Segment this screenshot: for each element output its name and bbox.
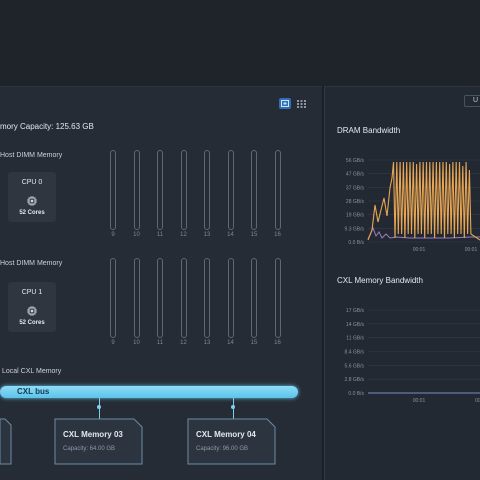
cpu-label: CPU 1 bbox=[21, 289, 43, 296]
cpu-icon bbox=[27, 193, 37, 211]
dimm-slot[interactable] bbox=[227, 150, 234, 230]
cxl-section-title: Local CXL Memory bbox=[2, 368, 62, 375]
cxl-device-card-partial[interactable] bbox=[0, 418, 12, 466]
dimm-slot-number: 11 bbox=[156, 232, 164, 238]
cxl-device-name: CXL Memory 03 bbox=[63, 430, 123, 439]
cxl-connector bbox=[99, 398, 100, 420]
y-tick-label: 14 GB/s bbox=[346, 322, 365, 328]
dimm-slot[interactable] bbox=[110, 258, 116, 338]
cpu-cores: 52 Cores bbox=[19, 320, 45, 326]
dram-bandwidth-title: DRAM Bandwidth bbox=[337, 126, 401, 135]
x-tick-label: 00:0 bbox=[475, 398, 480, 404]
x-tick-label: 00:01 bbox=[413, 398, 426, 404]
y-tick-label: 8.4 GB/s bbox=[345, 350, 365, 356]
dimm-slot[interactable] bbox=[204, 150, 210, 230]
dimm-slot[interactable] bbox=[110, 150, 116, 230]
x-tick-label: 00:01 bbox=[413, 247, 426, 253]
dimm-slot[interactable] bbox=[133, 258, 140, 338]
memory-capacity-label: mory Capacity: 125.63 GB bbox=[0, 122, 94, 131]
top-bar bbox=[0, 0, 480, 86]
cxl-bus-label: CXL bus bbox=[17, 387, 50, 396]
y-tick-label: 56 GB/s bbox=[346, 158, 365, 164]
cpu-cores: 52 Cores bbox=[19, 210, 45, 216]
cxl-device-name: CXL Memory 04 bbox=[196, 430, 256, 439]
dimm-slot[interactable] bbox=[251, 258, 257, 338]
cxl-device-capacity: Capacity: 64.00 GB bbox=[63, 446, 116, 452]
y-tick-label: 2.8 GB/s bbox=[345, 377, 365, 383]
y-tick-label: 17 GB/s bbox=[346, 308, 365, 314]
dimm-slot-number: 11 bbox=[156, 340, 164, 346]
dimm-slot[interactable] bbox=[180, 150, 187, 230]
cpu-icon bbox=[27, 303, 37, 321]
dimm-slot-number: 13 bbox=[203, 340, 211, 346]
cxl-connector bbox=[233, 398, 234, 420]
cxl-bandwidth-chart: 17 GB/s 14 GB/s 11 GB/s 8.4 GB/s 5.6 GB/s 2.8… bbox=[345, 308, 480, 404]
cpu-card[interactable]: CPU 1 52 Cores bbox=[8, 282, 56, 332]
dimm-slot-number: 13 bbox=[203, 232, 211, 238]
dimm-slot[interactable] bbox=[180, 258, 187, 338]
x-tick-label: 00:01 bbox=[465, 247, 478, 253]
dimm-slot-number: 16 bbox=[274, 340, 281, 346]
dram-series-secondary bbox=[367, 226, 480, 240]
grid-view-icon[interactable] bbox=[295, 98, 307, 109]
panel-action-label: U bbox=[473, 97, 479, 104]
dimm-slot-number: 10 bbox=[133, 232, 140, 238]
dimm-slot[interactable] bbox=[157, 150, 163, 230]
panel-divider bbox=[322, 86, 324, 479]
y-tick-label: 28 GB/s bbox=[346, 199, 365, 205]
y-tick-label: 11 GB/s bbox=[346, 336, 364, 342]
cxl-connector-dot bbox=[231, 405, 235, 409]
dimm-slot-number: 15 bbox=[250, 340, 258, 346]
chip-view-icon[interactable] bbox=[279, 98, 291, 109]
dimm-slot[interactable] bbox=[251, 150, 257, 230]
cxl-bus bbox=[0, 386, 298, 398]
dram-series-primary bbox=[367, 161, 480, 241]
cpu-card[interactable]: CPU 0 52 Cores bbox=[8, 172, 56, 222]
dimm-slot-number: 16 bbox=[274, 232, 281, 238]
y-tick-label: 0.0 B/s bbox=[348, 391, 364, 397]
cxl-connector-dot bbox=[97, 405, 101, 409]
y-tick-label: 5.6 GB/s bbox=[345, 363, 365, 369]
panel-action-button[interactable]: U bbox=[464, 95, 480, 107]
host-dimm-title: Host DIMM Memory bbox=[0, 260, 63, 267]
y-tick-label: 19 GB/s bbox=[346, 213, 365, 219]
host-dimm-title: Host DIMM Memory bbox=[0, 152, 63, 159]
dimm-slot-number: 14 bbox=[227, 232, 234, 238]
y-tick-label: 37 GB/s bbox=[346, 185, 365, 191]
dram-bandwidth-chart: 56 GB/s 47 GB/s 37 GB/s 28 GB/s 19 GB/s 9.3 G… bbox=[345, 158, 480, 253]
dimm-slot[interactable] bbox=[133, 150, 140, 230]
dimm-slot-number: 15 bbox=[250, 232, 258, 238]
cxl-device-capacity: Capacity: 96.00 GB bbox=[196, 446, 249, 452]
dimm-slot-number: 10 bbox=[133, 340, 140, 346]
dimm-slot[interactable] bbox=[204, 258, 210, 338]
cxl-device-card[interactable] bbox=[54, 418, 144, 466]
dimm-slot-number: 9 bbox=[111, 340, 115, 346]
y-tick-label: 0.0 B/s bbox=[348, 240, 364, 246]
dimm-slot-number: 14 bbox=[227, 340, 234, 346]
y-tick-label: 9.3 GB/s bbox=[345, 226, 365, 232]
dimm-slot[interactable] bbox=[227, 258, 234, 338]
dimm-slot[interactable] bbox=[157, 258, 163, 338]
dimm-slot[interactable] bbox=[274, 150, 281, 230]
cxl-bandwidth-title: CXL Memory Bandwidth bbox=[337, 276, 423, 285]
dimm-slot-number: 12 bbox=[180, 232, 187, 238]
bandwidth-panel bbox=[324, 86, 480, 480]
dimm-slot[interactable] bbox=[274, 258, 281, 338]
cpu-label: CPU 0 bbox=[21, 179, 43, 186]
y-tick-label: 47 GB/s bbox=[346, 172, 365, 178]
dimm-slot-number: 12 bbox=[180, 340, 187, 346]
dimm-slot-number: 9 bbox=[111, 232, 115, 238]
cxl-device-card[interactable] bbox=[187, 418, 277, 466]
